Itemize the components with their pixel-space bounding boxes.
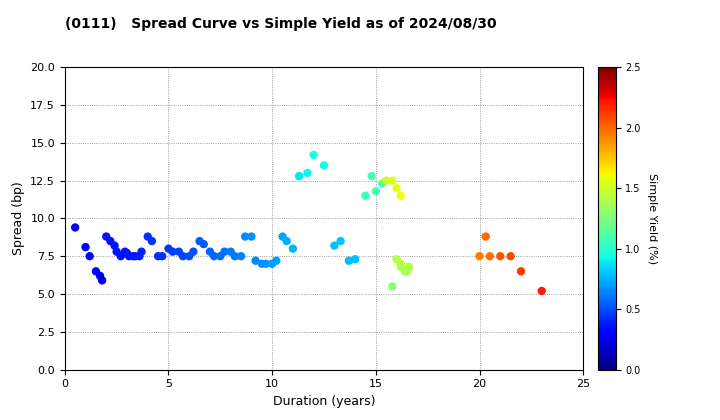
Point	[349, 256, 361, 262]
Point	[266, 260, 278, 267]
Point	[395, 260, 407, 267]
Point	[302, 170, 313, 176]
Point	[377, 180, 388, 187]
Point	[395, 192, 407, 199]
Point	[127, 253, 139, 260]
Point	[276, 233, 288, 240]
Text: (0111)   Spread Curve vs Simple Yield as of 2024/08/30: (0111) Spread Curve vs Simple Yield as o…	[65, 17, 496, 31]
Point	[188, 248, 199, 255]
Point	[401, 268, 413, 275]
Point	[194, 238, 205, 244]
Point	[387, 283, 398, 290]
Point	[391, 185, 402, 192]
Point	[335, 238, 346, 244]
Point	[229, 253, 240, 260]
Point	[480, 233, 492, 240]
Point	[281, 238, 292, 244]
Y-axis label: Simple Yield (%): Simple Yield (%)	[647, 173, 657, 264]
Point	[271, 257, 282, 264]
Point	[387, 177, 398, 184]
Point	[69, 224, 81, 231]
Y-axis label: Spread (bp): Spread (bp)	[12, 181, 24, 255]
Point	[167, 248, 179, 255]
Point	[484, 253, 495, 260]
Point	[370, 188, 382, 194]
Point	[111, 248, 122, 255]
Point	[403, 263, 415, 270]
Point	[219, 248, 230, 255]
Point	[250, 257, 261, 264]
Point	[115, 253, 127, 260]
Point	[130, 253, 141, 260]
Point	[146, 238, 158, 244]
Point	[104, 238, 116, 244]
Point	[256, 260, 268, 267]
Point	[121, 250, 132, 257]
Point	[308, 152, 320, 158]
Point	[120, 248, 131, 255]
Point	[391, 256, 402, 262]
Point	[495, 253, 506, 260]
Point	[240, 233, 251, 240]
Point	[380, 177, 392, 184]
Point	[204, 248, 216, 255]
Point	[142, 233, 153, 240]
Point	[163, 245, 174, 252]
Point	[123, 253, 135, 260]
Point	[177, 253, 189, 260]
Point	[343, 257, 355, 264]
Point	[136, 248, 148, 255]
Point	[134, 253, 145, 260]
Point	[198, 241, 210, 247]
Point	[293, 173, 305, 179]
Point	[235, 253, 247, 260]
Point	[156, 253, 168, 260]
Point	[90, 268, 102, 275]
Point	[215, 253, 226, 260]
Point	[208, 253, 220, 260]
Point	[395, 263, 407, 270]
Point	[173, 248, 184, 255]
Point	[101, 233, 112, 240]
Point	[84, 253, 96, 260]
Point	[399, 268, 410, 275]
Point	[505, 253, 516, 260]
Point	[287, 245, 299, 252]
Point	[246, 233, 257, 240]
Point	[474, 253, 485, 260]
Point	[225, 248, 236, 255]
Point	[184, 253, 195, 260]
X-axis label: Duration (years): Duration (years)	[273, 395, 375, 408]
Point	[96, 277, 108, 284]
Point	[516, 268, 527, 275]
Point	[80, 244, 91, 250]
Point	[94, 273, 106, 279]
Point	[260, 260, 271, 267]
Point	[328, 242, 340, 249]
Point	[318, 162, 330, 169]
Point	[360, 192, 372, 199]
Point	[153, 253, 164, 260]
Point	[109, 242, 120, 249]
Point	[366, 173, 377, 179]
Point	[536, 288, 547, 294]
